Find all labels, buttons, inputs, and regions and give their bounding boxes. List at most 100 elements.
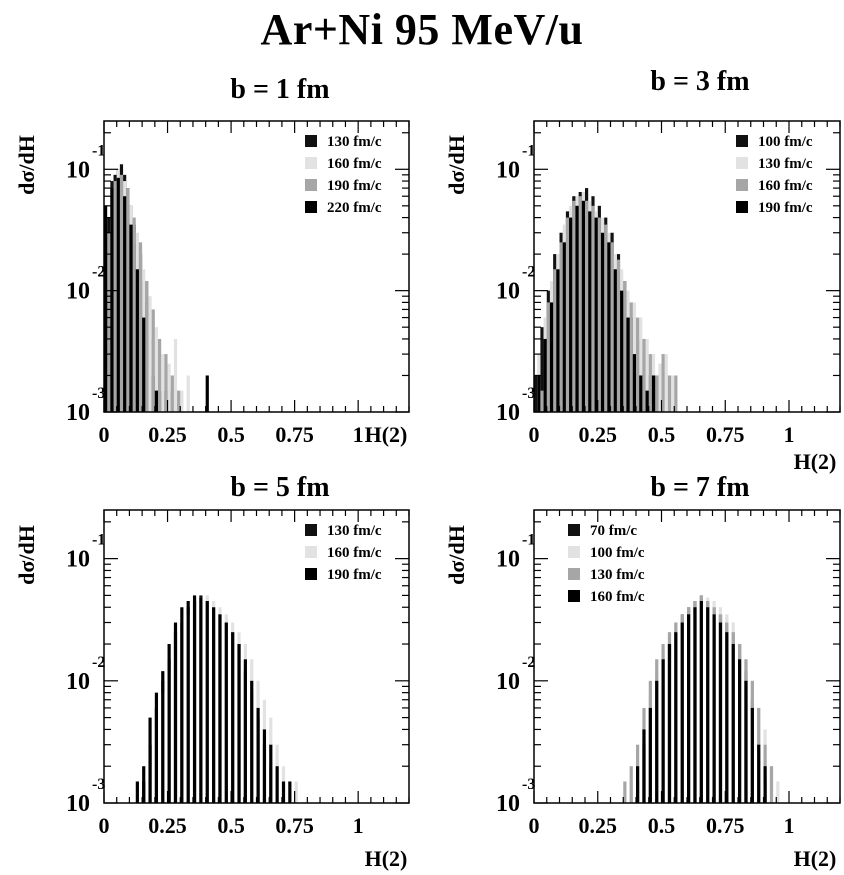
histogram-bar — [639, 375, 643, 412]
histogram-bar — [639, 317, 643, 412]
y-tick-exponent: -1 — [522, 532, 535, 549]
legend-swatch — [568, 524, 580, 536]
y-tick-label: 10 — [66, 279, 90, 305]
histogram-bar — [629, 302, 633, 412]
y-axis: 10-110-210-3 — [496, 132, 840, 426]
x-tick-label: 0 — [99, 422, 110, 447]
y-tick-exponent: -3 — [92, 776, 105, 793]
legend-swatch — [305, 157, 317, 169]
x-axis-label: H(2) — [794, 846, 837, 871]
y-tick-label: 10 — [496, 669, 520, 695]
x-tick-label: 0 — [529, 422, 540, 447]
legend-label: 160 fm/c — [758, 178, 813, 194]
legend-swatch — [305, 546, 317, 558]
histogram-bar — [648, 354, 652, 412]
histogram-bar — [648, 707, 652, 803]
panel-title: b = 3 fm — [650, 66, 749, 97]
histogram-bar — [597, 217, 601, 412]
y-axis-label: dσ/dH — [14, 135, 39, 195]
histogram-bar — [145, 281, 149, 412]
x-tick-label: 0.5 — [648, 813, 676, 838]
histogram-bar — [549, 302, 554, 412]
histogram-bar — [129, 224, 133, 412]
histogram-bar — [600, 232, 605, 412]
y-axis-label: dσ/dH — [444, 135, 469, 195]
histogram-bar — [712, 614, 716, 803]
x-tick-label: 0.75 — [275, 422, 314, 447]
y-tick-exponent: -1 — [92, 142, 105, 159]
histogram-bar — [110, 188, 114, 412]
histogram-bar — [173, 622, 178, 803]
y-tick-label: 10 — [66, 669, 90, 695]
y-tick-label: 10 — [66, 791, 90, 817]
histogram-bar — [687, 614, 691, 803]
legend-label: 220 fm/c — [327, 200, 382, 216]
legend-swatch — [736, 157, 748, 169]
x-tick-label: 1 — [353, 422, 364, 447]
histogram-bar — [205, 601, 209, 803]
histogram-bar — [578, 196, 582, 412]
histogram-bar — [113, 181, 117, 412]
histogram-bar — [154, 327, 159, 412]
histogram-bar — [610, 242, 614, 412]
series-160-fm-c — [148, 595, 298, 803]
y-tick-label: 10 — [496, 400, 520, 426]
histogram-bar — [556, 269, 560, 412]
histogram-bar — [269, 744, 273, 803]
histogram-bars — [135, 595, 298, 803]
y-tick-exponent: -2 — [522, 264, 535, 281]
legend-label: 130 fm/c — [327, 523, 382, 539]
x-axis-label: H(2) — [365, 846, 408, 871]
histogram-bar — [135, 781, 139, 803]
histogram-bar — [623, 281, 627, 412]
histogram-bar — [613, 269, 617, 412]
y-tick-exponent: -3 — [522, 385, 535, 402]
histogram-bar — [154, 390, 159, 412]
histogram-bar — [167, 644, 171, 803]
histogram-bar — [186, 601, 190, 803]
histogram-bar — [148, 717, 152, 803]
histogram-bar — [620, 290, 624, 412]
y-tick-exponent: -3 — [522, 776, 535, 793]
histogram-bar — [212, 607, 216, 803]
series-130-fm-c — [623, 595, 774, 803]
y-axis: 10-110-210-3 — [66, 521, 409, 817]
y-tick-exponent: -2 — [92, 654, 105, 671]
x-tick-label: 0.25 — [579, 813, 618, 838]
legend-swatch — [736, 179, 748, 191]
panel-b5: 0 0.25 0.5 0.75 110-110-210-3b = 5 fmH(2)dσ/… — [14, 472, 410, 871]
histogram-bar — [148, 296, 152, 412]
histogram-bar — [623, 781, 627, 803]
histogram-bar — [192, 595, 197, 803]
histogram-bar — [119, 174, 124, 412]
x-axis-label: H(2) — [794, 449, 837, 474]
legend-swatch — [305, 179, 317, 191]
x-tick-label: 0.75 — [706, 422, 745, 447]
histogram-bar — [199, 597, 203, 803]
histogram-bar — [138, 242, 143, 412]
histogram-bar — [731, 644, 735, 803]
histogram-bar — [126, 188, 130, 412]
legend-label: 190 fm/c — [327, 178, 382, 194]
x-axis-label: H(2) — [365, 422, 408, 447]
histogram-bar — [744, 680, 748, 803]
histogram-bar — [180, 390, 184, 412]
histogram-bar — [540, 327, 544, 412]
histogram-bar — [123, 196, 127, 412]
series-190-fm-c — [135, 595, 292, 803]
histogram-bar — [186, 375, 190, 412]
x-axis: 0 0.25 0.5 0.75 1 — [99, 121, 410, 447]
histogram-bar — [281, 781, 286, 803]
x-tick-label: 0.5 — [217, 422, 245, 447]
histogram-bar — [658, 363, 662, 412]
histogram-bar — [237, 644, 241, 803]
legend-label: 100 fm/c — [590, 545, 645, 561]
histogram-bar — [750, 707, 754, 803]
histogram-bar — [651, 375, 656, 412]
histogram-bar — [537, 375, 541, 412]
histogram-bar — [173, 338, 178, 412]
histogram-bar — [161, 671, 165, 803]
histogram-bar — [591, 205, 595, 412]
panel-b3: 0 0.25 0.5 0.75 110-110-210-3b = 3 fmH(2)dσ/… — [444, 66, 841, 474]
histogram-bar — [671, 375, 675, 412]
